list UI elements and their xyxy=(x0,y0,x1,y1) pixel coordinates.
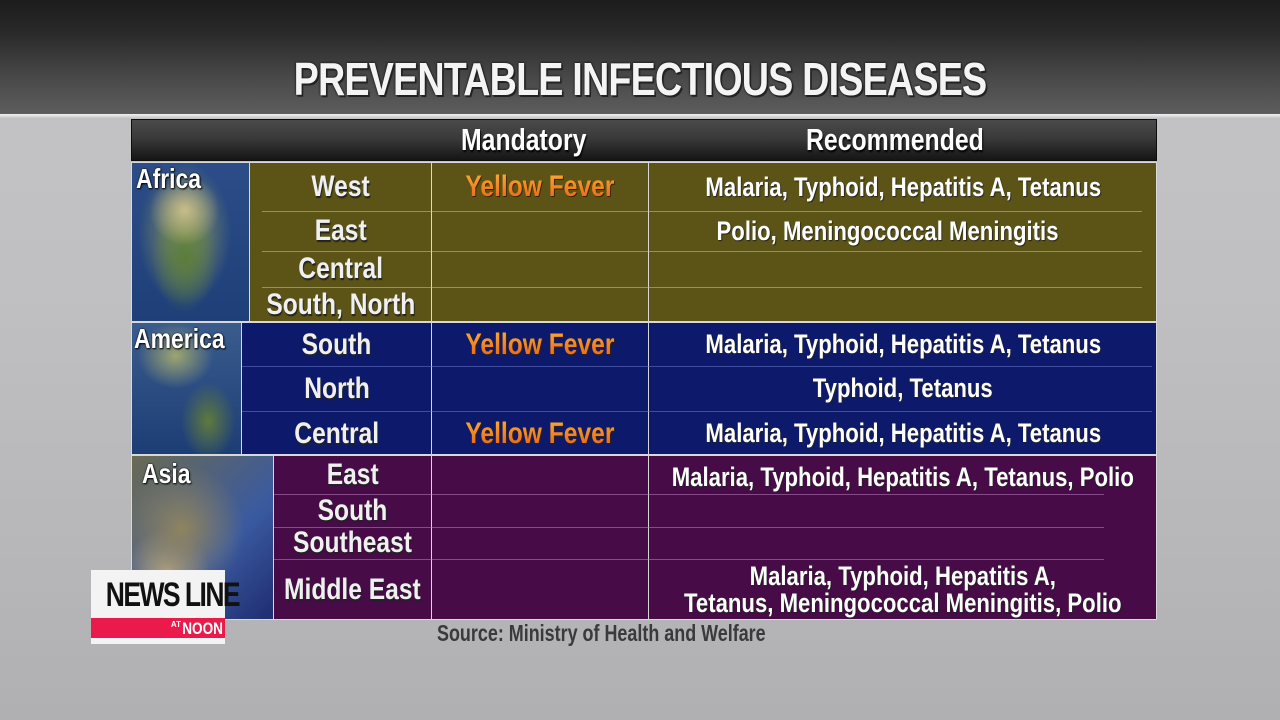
row-divider xyxy=(274,559,1104,560)
sub-region-label: South, North xyxy=(266,288,415,321)
sub-region-label: South xyxy=(317,493,388,527)
source-caption: Source: Ministry of Health and Welfare xyxy=(437,620,766,646)
column-divider xyxy=(648,163,649,321)
region-america: America South Yellow Fever Malaria, Typh… xyxy=(131,322,1157,455)
mandatory-cell: Yellow Fever xyxy=(431,323,648,366)
mandatory-cell: Yellow Fever xyxy=(431,163,648,211)
region-label: Africa xyxy=(136,163,202,194)
title-band xyxy=(0,0,1280,114)
mandatory-value: Yellow Fever xyxy=(464,327,615,361)
news-line-logo: NEWS LINE AT NOON xyxy=(91,570,241,644)
recommended-value-line1: Malaria, Typhoid, Hepatitis A, xyxy=(749,561,1057,591)
table-row-sub-region: East xyxy=(274,456,431,494)
logo-at: AT xyxy=(170,620,181,629)
table-row-sub-region: South xyxy=(242,323,431,366)
recommended-cell: Malaria, Typhoid, Hepatitis A, Tetanus xyxy=(648,323,1158,366)
table-row-sub-region: South, North xyxy=(250,287,431,323)
table-header: Mandatory Recommended xyxy=(131,119,1157,161)
table-row-sub-region: Middle East xyxy=(274,559,431,621)
sub-region-label: West xyxy=(311,170,370,203)
sub-region-label: Central xyxy=(294,416,379,450)
mandatory-cell: Yellow Fever xyxy=(431,411,648,456)
recommended-cell: Malaria, Typhoid, Hepatitis A, Tetanus xyxy=(648,163,1158,211)
sub-region-label: East xyxy=(326,458,379,491)
column-divider xyxy=(648,456,649,619)
column-divider xyxy=(648,323,649,454)
sub-region-label: Southeast xyxy=(293,526,412,559)
table-row-sub-region: West xyxy=(250,163,431,211)
region-label: America xyxy=(134,323,225,354)
asia-map-image: Asia xyxy=(132,456,274,619)
row-divider xyxy=(274,527,1104,528)
column-divider xyxy=(431,456,432,619)
sub-region-label: North xyxy=(303,371,370,405)
table-row-sub-region: Central xyxy=(242,411,431,456)
sub-region-label: Central xyxy=(298,252,383,285)
column-header-recommended: Recommended xyxy=(806,122,984,157)
mandatory-value: Yellow Fever xyxy=(464,416,615,450)
recommended-value: Polio, Meningococcal Meningitis xyxy=(717,215,1059,246)
title-divider xyxy=(0,114,1280,119)
recommended-cell: Polio, Meningococcal Meningitis xyxy=(648,211,1128,251)
table-row-sub-region: East xyxy=(250,211,431,251)
sub-region-label: East xyxy=(314,214,367,247)
region-label: Asia xyxy=(142,458,191,489)
logo-accent-bar: AT NOON xyxy=(91,618,225,638)
africa-map-image: Africa xyxy=(132,163,250,321)
table-row-sub-region: South xyxy=(274,494,431,527)
recommended-cell: Typhoid, Tetanus xyxy=(648,366,1158,411)
recommended-cell: Malaria, Typhoid, Hepatitis A, Tetanus xyxy=(648,411,1158,456)
column-divider xyxy=(431,323,432,454)
region-asia: Asia East Malaria, Typhoid, Hepatitis A,… xyxy=(131,455,1157,620)
page-title: PREVENTABLE INFECTIOUS DISEASES xyxy=(293,53,988,105)
column-header-mandatory: Mandatory xyxy=(461,122,587,157)
row-divider xyxy=(262,211,1142,212)
region-africa: Africa West Yellow Fever Malaria, Typhoi… xyxy=(131,162,1157,322)
recommended-cell: Malaria, Typhoid, Hepatitis A, Tetanus, … xyxy=(648,559,1158,621)
recommended-value: Malaria, Typhoid, Hepatitis A, Tetanus xyxy=(705,329,1101,359)
recommended-value: Malaria, Typhoid, Hepatitis A, Tetanus xyxy=(705,171,1101,202)
table-row-sub-region: North xyxy=(242,366,431,411)
logo-noon: NOON xyxy=(182,619,223,638)
logo-title: NEWS LINE xyxy=(105,576,241,614)
column-divider xyxy=(431,163,432,321)
row-divider xyxy=(242,366,1152,367)
recommended-value: Malaria, Typhoid, Hepatitis A, Tetanus, … xyxy=(671,461,1135,492)
sub-region-label: Middle East xyxy=(284,573,421,606)
row-divider xyxy=(262,251,1142,252)
row-divider xyxy=(274,494,1104,495)
mandatory-value: Yellow Fever xyxy=(464,170,615,203)
recommended-value: Typhoid, Tetanus xyxy=(813,373,993,403)
america-map-image: America xyxy=(132,323,242,454)
sub-region-label: South xyxy=(301,327,372,361)
recommended-value: Malaria, Typhoid, Hepatitis A, Tetanus xyxy=(705,418,1101,448)
recommended-cell: Malaria, Typhoid, Hepatitis A, Tetanus, … xyxy=(648,456,1158,498)
table-row-sub-region: Central xyxy=(250,251,431,287)
table-row-sub-region: Southeast xyxy=(274,526,431,559)
row-divider xyxy=(242,411,1152,412)
recommended-value-line2: Tetanus, Meningococcal Meningitis, Polio xyxy=(684,588,1122,618)
row-divider xyxy=(262,287,1142,288)
